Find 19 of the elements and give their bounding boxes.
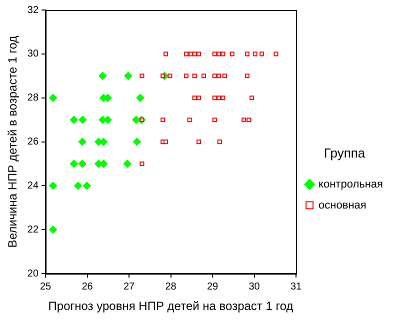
- x-tick-label: 28: [165, 281, 177, 292]
- y-tick-label: 30: [27, 48, 39, 60]
- x-tick-label: 25: [40, 281, 52, 292]
- legend-title: Группа: [324, 145, 366, 160]
- x-tick-label: 30: [248, 281, 260, 292]
- x-tick-label: 26: [82, 281, 94, 292]
- x-tick-label: 31: [290, 281, 302, 292]
- legend-label: основная: [318, 199, 366, 212]
- y-tick-label: 20: [27, 268, 39, 280]
- y-tick-label: 26: [27, 136, 39, 148]
- y-tick-label: 28: [27, 92, 39, 104]
- y-tick-label: 24: [27, 180, 39, 192]
- x-axis-title: Прогноз уровня НПР детей на возраст 1 год: [48, 299, 294, 314]
- y-tick-label: 22: [27, 224, 39, 236]
- legend-label: контрольная: [318, 178, 384, 190]
- x-tick-label: 29: [206, 281, 219, 292]
- y-axis-title: Величина НПР детей в возрасте 1 год: [6, 36, 20, 248]
- y-tick-label: 32: [27, 4, 39, 16]
- x-tick-label: 27: [123, 281, 136, 292]
